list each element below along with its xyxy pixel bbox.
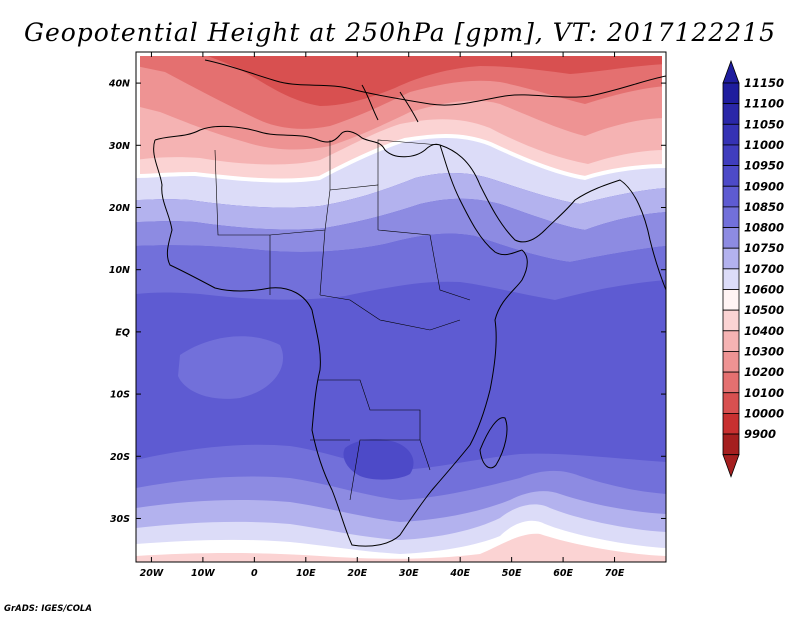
colorbar-arrow-bottom (722, 454, 740, 478)
colorbar-label: 9900 (744, 427, 776, 441)
field-band-10900 (136, 233, 666, 300)
borders-central (319, 229, 471, 331)
coast-africa (153, 139, 528, 547)
colorbar-swatch (722, 309, 740, 332)
borders-north (214, 139, 441, 295)
field-patch-10900-west (178, 336, 284, 399)
field-band-10600-south (136, 533, 666, 562)
coast-madagascar (479, 417, 508, 469)
lon-label: 30E (399, 568, 419, 579)
country-borders (214, 139, 471, 501)
colorbar-label: 10100 (744, 386, 784, 400)
colorbar-label: 10400 (744, 324, 784, 338)
colorbar-label: 10500 (744, 303, 784, 317)
colorbar-label: 11000 (744, 138, 784, 152)
lat-label: 30N (109, 141, 130, 152)
borders-south (310, 379, 431, 501)
colorbar-label: 10800 (744, 221, 784, 235)
credit-label: GrADS: IGES/COLA (4, 604, 92, 614)
colorbar-swatch (722, 371, 740, 394)
colorbar-swatch (722, 268, 740, 290)
field-patch-10950 (343, 439, 414, 480)
colorbar-swatch (722, 351, 740, 373)
colorbar-label: 10950 (744, 159, 784, 173)
colorbar-swatch (722, 123, 740, 146)
coastlines (153, 59, 666, 547)
colorbar-label: 10300 (744, 344, 784, 358)
lat-label: 20N (109, 203, 130, 214)
field-band-10850 (136, 198, 666, 262)
lon-label: 70E (605, 568, 625, 579)
lat-axis: 40N 30N 20N 10N EQ 10S 20S 30S (108, 79, 666, 525)
field-band-10800 (136, 173, 666, 230)
lon-label: 20E (347, 568, 367, 579)
lat-label: 40N (108, 79, 130, 90)
lon-label: 50E (502, 568, 522, 579)
coast-med-maghreb (154, 125, 341, 143)
colorbar-label: 10600 (744, 283, 784, 297)
colorbar-swatch (722, 247, 740, 270)
colorbar-arrow-top (722, 59, 740, 84)
colorbar-label: 10000 (744, 406, 784, 420)
colorbar: 11150 11100 11050 11000 10950 10900 10850 10800… (722, 59, 784, 478)
colorbar-swatch (722, 433, 740, 456)
colorbar-swatch (722, 392, 740, 414)
colorbar-swatch (722, 412, 740, 435)
lat-label: 10N (109, 265, 130, 276)
colorbar-swatch (722, 227, 740, 249)
colorbar-swatch (722, 165, 740, 187)
colorbar-swatch (722, 144, 740, 166)
colorbar-swatch (722, 185, 740, 208)
lon-label: 0 (251, 568, 258, 579)
colorbar-label: 10200 (744, 365, 784, 379)
colorbar-label: 10900 (744, 179, 784, 193)
lon-label: 10E (296, 568, 316, 579)
colorbar-label: 11150 (744, 76, 784, 90)
colorbar-swatch (722, 82, 740, 105)
coast-peninsulas (361, 84, 419, 123)
colorbar-label: 11050 (744, 117, 784, 131)
colorbar-label: 10750 (744, 241, 784, 255)
colorbar-swatch (722, 103, 740, 125)
coast-red-sea-west (439, 144, 523, 256)
field-band-10750 (136, 138, 666, 208)
colorbar-label: 11100 (744, 97, 784, 111)
lon-label: 10W (191, 568, 215, 579)
lat-label: 10S (110, 390, 130, 401)
coast-arabia-india (439, 144, 666, 291)
lat-label: EQ (115, 327, 130, 338)
colorbar-swatch (722, 206, 740, 228)
map-frame (135, 51, 667, 563)
lat-label: 20S (110, 452, 130, 463)
lon-label: 40E (449, 568, 470, 579)
lon-axis: 20W 10W 0 10E 20E 30E 40E 50E 60E 70E (140, 52, 625, 579)
coast-med-africa (339, 130, 441, 158)
height-field (136, 52, 666, 562)
lon-label: 20W (140, 568, 164, 579)
field-band-10100 (136, 52, 666, 106)
lon-label: 60E (553, 568, 573, 579)
lat-label: 30S (110, 514, 130, 525)
map-title: Geopotential Height at 250hPa [gpm], VT:… (23, 18, 777, 47)
coast-europe (204, 59, 666, 106)
colorbar-label: 10850 (744, 200, 784, 214)
colorbar-label: 10700 (744, 262, 784, 276)
colorbar-swatch (722, 289, 740, 311)
colorbar-swatch (722, 330, 740, 352)
